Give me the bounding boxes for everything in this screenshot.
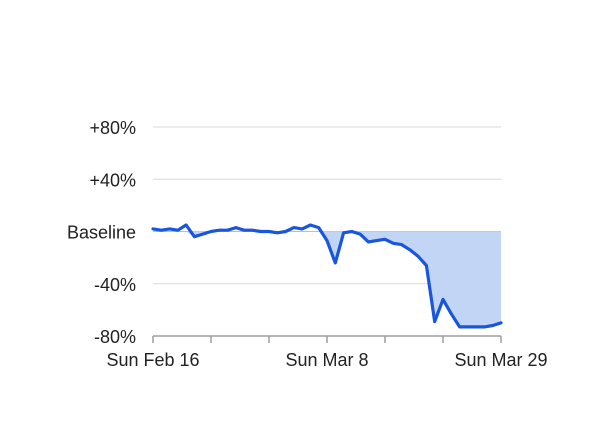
x-tick-label-2: Sun Mar 29 (454, 350, 547, 370)
y-tick-label-2: Baseline (67, 223, 136, 243)
x-axis (152, 336, 502, 343)
y-tick-label-1: +40% (89, 170, 136, 190)
x-tick-label-0: Sun Feb 16 (106, 350, 199, 370)
y-tick-label-3: -40% (94, 275, 136, 295)
series-0-area (153, 231, 501, 327)
area-fill-layer (153, 231, 501, 327)
x-tick-label-1: Sun Mar 8 (285, 350, 368, 370)
tick-labels: +80% +40% Baseline -40% -80% Sun Feb 16 Sun Ma… (67, 118, 548, 370)
y-tick-label-4: -80% (94, 327, 136, 347)
y-tick-label-0: +80% (89, 118, 136, 138)
series-line-layer (151, 223, 503, 329)
